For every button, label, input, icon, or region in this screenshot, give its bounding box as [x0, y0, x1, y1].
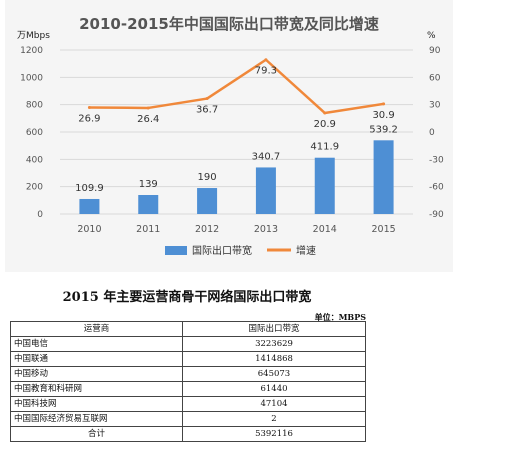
growth-point	[382, 102, 386, 106]
bar-value-label: 411.9	[310, 142, 339, 153]
operator-name: 中国国际经济贸易互联网	[10, 411, 183, 427]
legend-label-growth: 增速	[296, 244, 316, 257]
growth-point	[146, 106, 150, 110]
left-tick-label: 800	[26, 101, 43, 111]
bar	[79, 198, 100, 214]
right-tick-label: -30	[429, 155, 444, 165]
bar	[314, 157, 335, 214]
growth-value-label: 79.3	[255, 66, 277, 77]
total-label: 合计	[10, 426, 183, 442]
legend-swatch-bandwidth	[165, 246, 187, 255]
growth-point	[87, 105, 91, 109]
right-axis-unit: %	[427, 31, 436, 41]
operator-bandwidth: 645073	[182, 366, 366, 382]
table-row: 中国电信 3223629	[10, 336, 366, 352]
growth-point	[323, 111, 327, 115]
table-total-row: 合计 5392116	[10, 426, 366, 442]
table-row: 中国教育和科研网 61440	[10, 381, 366, 397]
x-tick-label: 2014	[313, 224, 337, 235]
right-tick-label: -90	[429, 210, 444, 220]
operator-bandwidth: 47104	[182, 396, 366, 412]
operator-bandwidth: 2	[182, 411, 366, 427]
right-tick-label: -60	[429, 183, 444, 193]
left-axis-unit: 万Mbps	[17, 31, 50, 41]
table-unit: 单位：MBPS	[314, 312, 366, 322]
growth-value-label: 26.4	[137, 114, 159, 125]
header-bandwidth: 国际出口带宽	[182, 321, 366, 337]
right-tick-label: 60	[429, 73, 441, 83]
bar-value-label: 109.9	[75, 183, 104, 194]
table-row: 中国科技网 47104	[10, 396, 366, 412]
x-tick-label: 2010	[77, 224, 101, 235]
x-tick-label: 2012	[195, 224, 219, 235]
x-tick-label: 2011	[136, 224, 160, 235]
left-tick-label: 400	[26, 155, 43, 165]
operator-bandwidth: 1414868	[182, 351, 366, 367]
growth-value-label: 36.7	[196, 105, 218, 116]
bandwidth-table: 运营商 国际出口带宽 中国电信 3223629 中国联通 1414868 中国移…	[10, 321, 366, 442]
growth-point	[205, 97, 209, 101]
operator-name: 中国电信	[10, 336, 183, 352]
bar	[197, 188, 218, 214]
operator-name: 中国教育和科研网	[10, 381, 183, 397]
table-row: 中国移动 645073	[10, 366, 366, 382]
growth-point	[264, 58, 268, 62]
total-value: 5392116	[182, 426, 366, 442]
right-tick-label: 30	[429, 101, 441, 111]
left-tick-label: 0	[37, 210, 43, 220]
chart-title: 2010-2015年中国国际出口带宽及同比增速	[79, 15, 379, 33]
bar	[255, 167, 276, 214]
operator-bandwidth: 61440	[182, 381, 366, 397]
table-title: 2015 年主要运营商骨干网络国际出口带宽	[62, 290, 312, 305]
bar	[373, 140, 394, 214]
operator-name: 中国移动	[10, 366, 183, 382]
chart-panel: 2010-2015年中国国际出口带宽及同比增速 万Mbps% 0 200 400 600 8…	[5, 0, 453, 272]
operator-bandwidth: 3223629	[182, 336, 366, 352]
bar-value-label: 190	[198, 172, 217, 183]
header-operator: 运营商	[10, 321, 183, 337]
left-tick-label: 600	[26, 128, 43, 138]
table-header-row: 运营商 国际出口带宽	[10, 321, 366, 337]
growth-value-label: 20.9	[314, 119, 336, 130]
left-tick-label: 1200	[20, 46, 43, 56]
x-tick-label: 2015	[371, 224, 395, 235]
bar-value-label: 340.7	[252, 151, 281, 162]
bandwidth-table-panel: 2015 年主要运营商骨干网络国际出口带宽 单位：MBPS 运营商 国际出口带宽…	[0, 280, 374, 458]
x-tick-label: 2013	[254, 224, 278, 235]
right-tick-label: 90	[429, 46, 441, 56]
growth-value-label: 26.9	[78, 113, 100, 124]
left-tick-label: 200	[26, 183, 43, 193]
table-row: 中国国际经济贸易互联网 2	[10, 411, 366, 427]
legend-label-bandwidth: 国际出口带宽	[192, 244, 252, 257]
bar	[138, 195, 159, 214]
right-tick-label: 0	[429, 128, 435, 138]
operator-name: 中国科技网	[10, 396, 183, 412]
operator-name: 中国联通	[10, 351, 183, 367]
growth-value-label: 30.9	[372, 110, 394, 121]
bar-value-label: 139	[139, 179, 158, 190]
growth-line	[89, 58, 384, 115]
bar-value-label: 539.2	[369, 124, 398, 135]
left-tick-label: 1000	[20, 73, 43, 83]
table-row: 中国联通 1414868	[10, 351, 366, 367]
